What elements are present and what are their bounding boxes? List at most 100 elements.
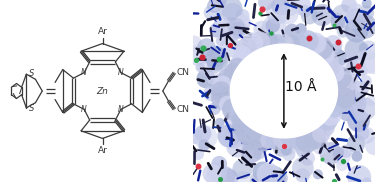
Circle shape [222,98,244,120]
Circle shape [295,168,310,182]
Circle shape [207,0,221,13]
Circle shape [335,88,355,108]
Circle shape [245,119,256,130]
Circle shape [329,49,347,67]
Circle shape [262,15,286,39]
Circle shape [213,86,231,104]
Circle shape [241,143,262,163]
Circle shape [224,108,244,128]
Circle shape [213,166,235,182]
Circle shape [226,102,239,116]
Circle shape [312,124,330,143]
Circle shape [266,0,290,24]
Circle shape [223,126,245,149]
Text: CN: CN [177,68,190,77]
Circle shape [314,126,324,136]
Circle shape [359,43,369,52]
Circle shape [351,81,369,98]
Polygon shape [230,44,338,138]
Circle shape [347,110,370,132]
Circle shape [345,19,369,43]
Circle shape [261,124,285,148]
Circle shape [333,147,344,158]
Circle shape [347,165,371,182]
Circle shape [299,33,324,58]
Circle shape [222,3,243,25]
Circle shape [314,11,324,21]
Circle shape [265,18,280,33]
Circle shape [252,171,273,182]
Circle shape [319,138,328,147]
Circle shape [203,86,219,101]
Circle shape [220,37,241,57]
Circle shape [258,0,274,10]
Circle shape [304,32,326,54]
Circle shape [365,137,378,155]
Circle shape [261,165,280,182]
Circle shape [296,144,311,158]
Circle shape [362,0,372,9]
Circle shape [193,125,217,149]
Circle shape [195,63,205,72]
Circle shape [341,0,357,13]
Circle shape [328,44,342,58]
Circle shape [336,80,357,102]
Circle shape [310,37,333,60]
Circle shape [208,162,227,181]
Circle shape [346,60,359,73]
Circle shape [303,138,313,148]
Circle shape [326,101,343,118]
Circle shape [328,66,352,89]
Circle shape [292,157,314,179]
Circle shape [217,124,240,147]
Circle shape [358,5,374,21]
Circle shape [235,9,249,23]
Circle shape [288,130,309,151]
Circle shape [219,128,239,148]
Circle shape [285,24,299,38]
Circle shape [273,127,295,149]
Circle shape [317,110,338,131]
Circle shape [265,127,288,150]
Circle shape [291,0,311,15]
Circle shape [334,148,351,165]
Circle shape [281,129,301,149]
Circle shape [316,45,335,65]
Circle shape [324,69,340,84]
Text: N: N [118,68,124,77]
Circle shape [232,159,253,179]
Circle shape [218,68,237,88]
Circle shape [281,145,292,156]
Circle shape [298,5,310,17]
Circle shape [218,0,242,21]
Circle shape [342,76,356,90]
Text: Ar: Ar [98,146,107,155]
Circle shape [241,127,264,150]
Circle shape [242,32,263,54]
Circle shape [214,15,228,30]
Circle shape [282,35,300,52]
Circle shape [211,86,235,110]
Circle shape [211,21,225,35]
Circle shape [188,45,209,66]
Circle shape [358,127,375,144]
Circle shape [260,132,277,149]
Circle shape [339,105,355,121]
Circle shape [355,50,378,74]
Circle shape [273,170,288,182]
Circle shape [348,3,364,20]
Circle shape [247,43,264,60]
Circle shape [251,31,270,51]
Circle shape [324,35,342,54]
Circle shape [274,34,294,54]
Circle shape [219,169,239,182]
Circle shape [364,52,378,74]
Text: N: N [81,105,87,114]
Circle shape [253,161,273,182]
Circle shape [300,151,315,166]
Circle shape [335,74,355,94]
Circle shape [271,0,290,15]
Circle shape [235,15,251,31]
Text: S: S [29,69,34,78]
Circle shape [235,171,251,182]
